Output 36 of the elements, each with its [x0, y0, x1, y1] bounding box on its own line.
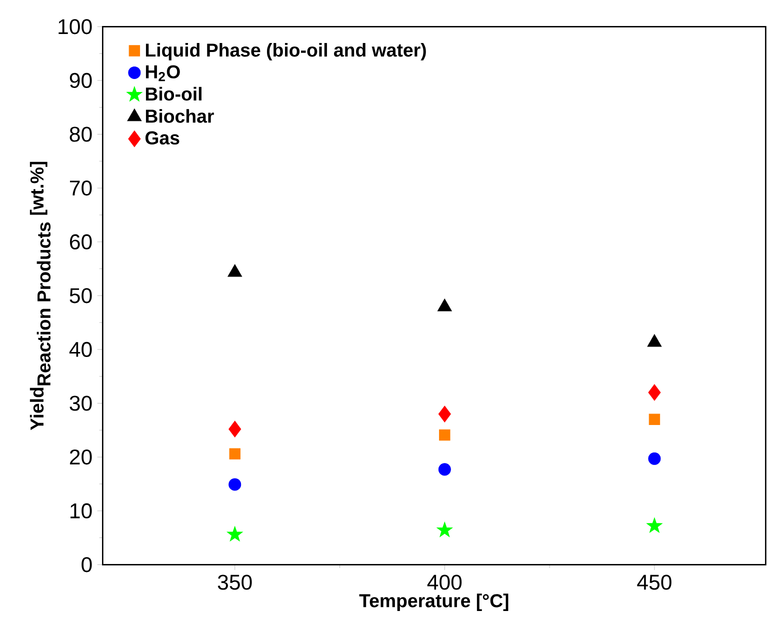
point [229, 448, 240, 460]
legend-label: Gas [145, 131, 180, 145]
y-axis-title: $\mbox{\bfseries Yield}_{\mbox{\bfseries Reaction Products}}\mbox{\bfseries\ [wt.\%]}$ [30, 162, 51, 430]
point [647, 334, 662, 347]
legend-label: H$_{2}$O [146, 65, 180, 82]
y-tick-label: 80 [70, 126, 92, 142]
point [439, 429, 450, 441]
y-tick-label: 50 [70, 288, 92, 304]
x-tick-label: 350 [218, 574, 252, 590]
point [646, 518, 662, 533]
y-tick-label: 100 [58, 19, 92, 34]
point [437, 298, 452, 312]
y-tick-label: 90 [70, 72, 92, 88]
x-axis-title: Temperature [°C] [359, 594, 508, 612]
point [438, 463, 451, 476]
y-tick-label: 20 [70, 450, 92, 465]
legend-label: Liquid Phase (bio-oil and water) [146, 43, 426, 60]
point [228, 478, 242, 491]
point [228, 264, 242, 277]
y-tick-label: 0 [82, 557, 92, 572]
legend-label: Bio-oil [146, 86, 202, 101]
y-tick-label: 10 [70, 503, 92, 518]
point [436, 522, 453, 537]
legend-label: Biochar [146, 109, 214, 123]
point [648, 384, 661, 401]
point [226, 526, 243, 542]
y-tick-label: 70 [70, 180, 92, 196]
x-tick-label: 450 [637, 574, 672, 590]
y-tick-label: 30 [70, 396, 92, 411]
point [228, 420, 242, 438]
y-tick-label: 60 [70, 234, 92, 250]
point [438, 406, 451, 422]
x-tick-label: 400 [427, 574, 462, 590]
point [648, 452, 661, 465]
point [648, 414, 660, 425]
y-tick-label: 40 [69, 342, 92, 358]
